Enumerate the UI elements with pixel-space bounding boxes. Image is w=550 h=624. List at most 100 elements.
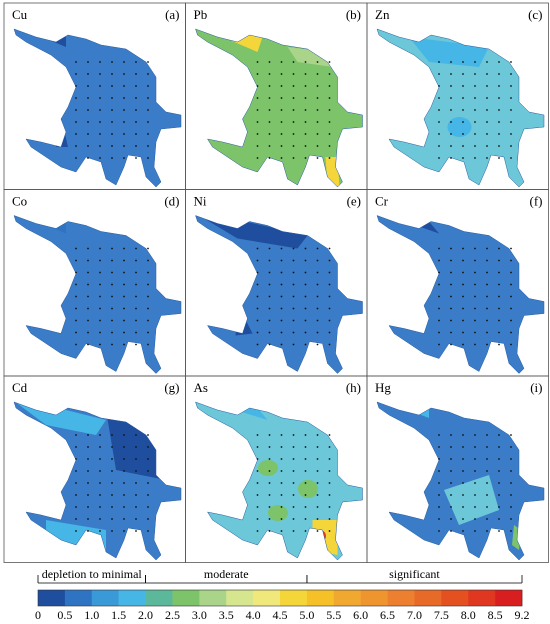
sample-site: [304, 133, 307, 135]
sample-site: [328, 109, 331, 111]
sample-site: [135, 458, 137, 460]
sample-site: [147, 145, 149, 147]
sample-site: [328, 482, 331, 484]
sample-site: [438, 518, 440, 520]
sample-site: [135, 247, 137, 250]
sample-site: [256, 259, 259, 262]
sample-site: [256, 458, 259, 460]
sample-site: [328, 494, 331, 496]
sample-site: [99, 109, 101, 111]
sample-site: [510, 295, 512, 298]
colorbar-tick-label: 3.0: [192, 608, 207, 622]
sample-site: [498, 157, 500, 159]
sample-site: [111, 73, 113, 75]
sample-site: [304, 85, 307, 87]
sample-site: [256, 295, 259, 298]
sample-site: [147, 157, 149, 159]
sample-site: [75, 271, 77, 274]
sample-site: [486, 494, 488, 496]
sample-site: [99, 97, 101, 99]
sample-site: [304, 482, 307, 484]
color-bin: [414, 590, 442, 606]
sample-site: [498, 319, 500, 322]
sample-site: [316, 530, 319, 532]
sample-site: [486, 343, 488, 346]
sample-site: [450, 506, 452, 508]
colorbar-tick-label: 9.2: [515, 608, 530, 622]
sample-site: [135, 271, 137, 274]
sample-site: [474, 259, 476, 262]
sample-site: [474, 482, 476, 484]
sample-site: [462, 307, 464, 310]
sample-site: [486, 247, 488, 250]
sample-site: [87, 530, 89, 532]
sample-site: [123, 458, 125, 460]
sample-site: [510, 85, 512, 87]
zone: [258, 460, 278, 476]
sample-site: [510, 319, 512, 322]
sample-site: [75, 73, 77, 75]
sample-site: [462, 319, 464, 322]
sample-site: [316, 518, 319, 520]
sample-site: [292, 434, 295, 436]
sample-site: [510, 518, 512, 520]
sample-site: [123, 307, 125, 310]
sample-site: [292, 133, 295, 135]
sample-site: [256, 434, 259, 436]
sample-site: [75, 343, 77, 346]
sample-site: [147, 121, 149, 123]
sample-site: [75, 133, 77, 135]
sample-site: [135, 506, 137, 508]
sample-site: [292, 283, 295, 286]
sample-site: [450, 121, 452, 123]
sample-site: [438, 494, 440, 496]
sample-site: [87, 133, 89, 135]
sample-site: [438, 446, 440, 448]
sample-site: [87, 271, 89, 274]
sample-site: [99, 307, 101, 310]
lake-map: [376, 28, 545, 188]
sample-site: [87, 446, 89, 448]
sample-site: [328, 133, 331, 135]
sample-site: [304, 109, 307, 111]
sample-site: [316, 271, 319, 274]
sample-site: [99, 343, 101, 346]
sample-site: [87, 145, 89, 147]
sample-site: [462, 109, 464, 111]
lake-area: [195, 402, 363, 560]
sample-site: [280, 283, 283, 286]
element-label: As: [194, 380, 208, 395]
sample-site: [486, 295, 488, 298]
sample-site: [75, 470, 77, 472]
sample-site: [123, 97, 125, 99]
sample-site: [268, 61, 271, 63]
sample-site: [256, 283, 259, 286]
sample-site: [304, 73, 307, 75]
sample-site: [111, 61, 113, 63]
sample-site: [498, 73, 500, 75]
sample-site: [111, 518, 113, 520]
color-bin: [360, 590, 388, 606]
sample-site: [510, 247, 512, 250]
map-panel: Zn (c): [366, 2, 549, 190]
sample-site: [498, 283, 500, 286]
sample-site: [268, 259, 271, 262]
sample-site: [280, 458, 283, 460]
sample-site: [450, 145, 452, 147]
sample-site: [450, 434, 452, 436]
sample-site: [111, 434, 113, 436]
lake-map: [376, 215, 545, 374]
sample-site: [135, 482, 137, 484]
sample-site: [304, 343, 307, 346]
sample-site: [450, 482, 452, 484]
sample-site: [486, 109, 488, 111]
sample-site: [438, 61, 440, 63]
sample-site: [75, 157, 77, 159]
sample-site: [316, 259, 319, 262]
color-bin: [280, 590, 308, 606]
color-bin: [145, 590, 173, 606]
sample-site: [474, 85, 476, 87]
sample-site: [87, 85, 89, 87]
sample-site: [304, 518, 307, 520]
sample-site: [87, 109, 89, 111]
